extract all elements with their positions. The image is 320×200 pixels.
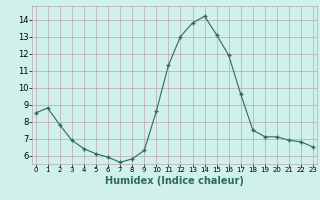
X-axis label: Humidex (Indice chaleur): Humidex (Indice chaleur) bbox=[105, 176, 244, 186]
